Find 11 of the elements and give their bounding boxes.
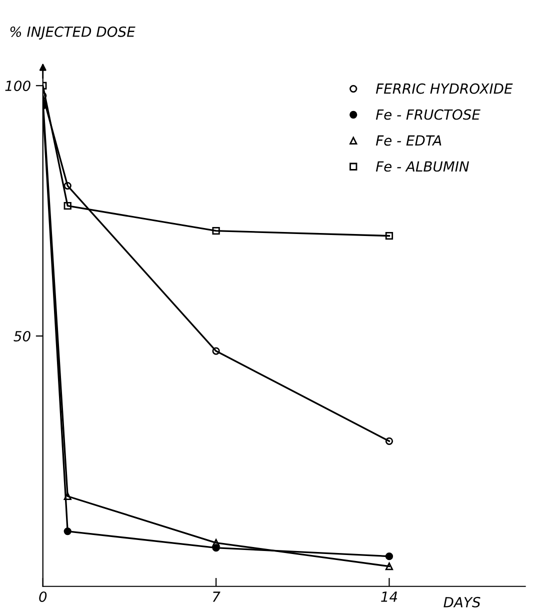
y-tick-label: 100 [5,80,30,92]
x-axis-title: DAYS [444,596,480,608]
legend-label: Fe - EDTA [376,135,442,146]
legend-label: FERRIC HYDROXIDE [376,83,513,94]
legend-label: Fe - FRUCTOSE [376,109,480,120]
y-tick-label: 50 [14,330,30,342]
y-axis-title: % INJECTED DOSE [10,26,136,40]
x-tick-label: 0 [39,591,47,602]
x-tick-label: 7 [212,592,220,602]
x-tick-label: 14 [381,592,398,602]
legend-label: Fe - ALBUMIN [376,161,469,172]
